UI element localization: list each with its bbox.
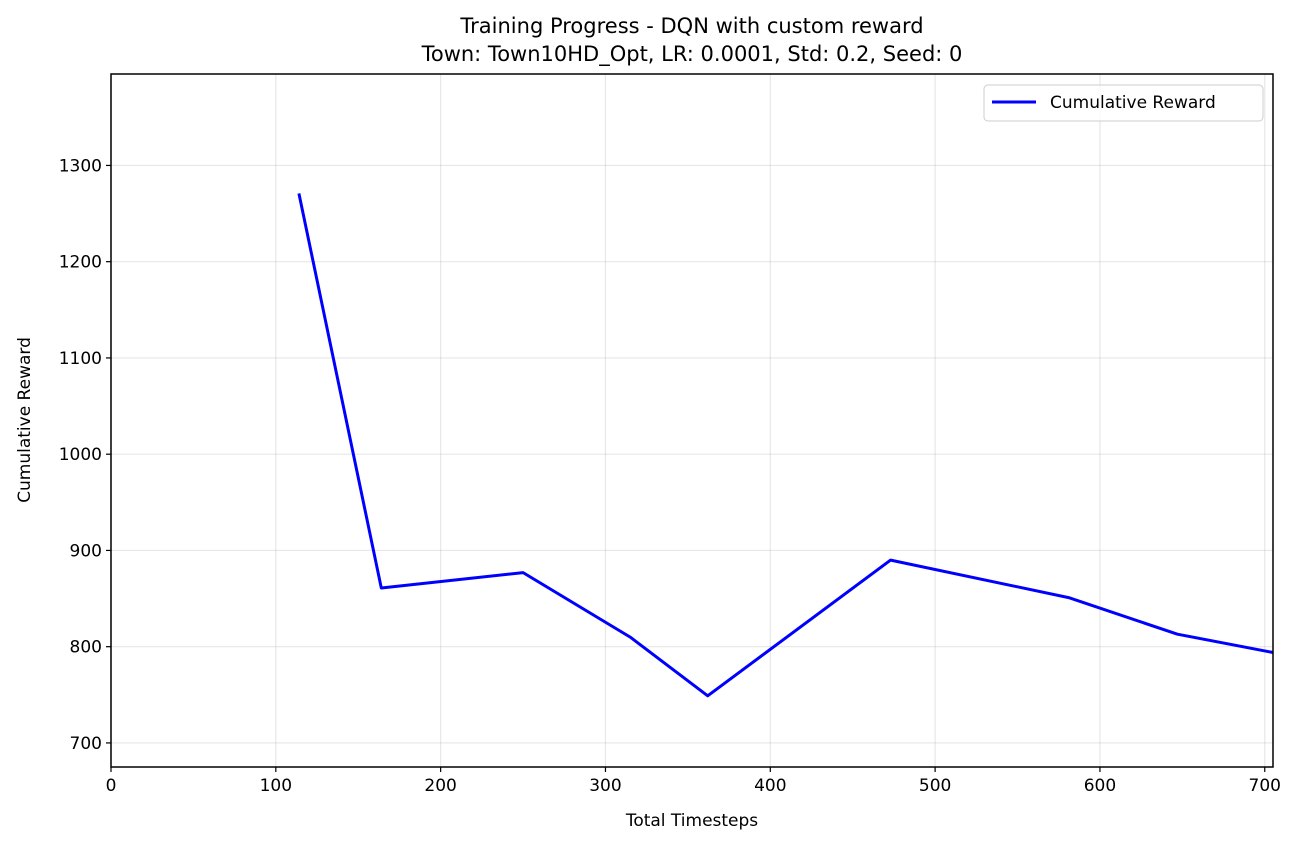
x-tick-label: 300 [589, 776, 621, 796]
y-tick-label: 1100 [59, 349, 102, 369]
x-tick-label: 600 [1084, 776, 1116, 796]
chart-subtitle: Town: Town10HD_Opt, LR: 0.0001, Std: 0.2… [421, 42, 963, 67]
x-tick-label: 700 [1249, 776, 1281, 796]
y-tick-label: 900 [70, 541, 102, 561]
grid [110, 74, 1273, 767]
legend-box [983, 84, 1264, 122]
y-axis-label: Cumulative Reward [15, 337, 35, 503]
legend: Cumulative Reward [983, 84, 1264, 122]
x-tick-label: 200 [424, 776, 456, 796]
y-tick-label: 1300 [59, 156, 102, 176]
x-tick-label: 0 [106, 776, 117, 796]
x-tick-label: 500 [919, 776, 951, 796]
y-tick-label: 1200 [59, 253, 102, 273]
ticks: 0 100 200 300 400 500 600 700 700 800 900 1000 1100 1… [59, 156, 1281, 796]
y-tick-label: 800 [70, 638, 102, 658]
chart-title: Training Progress - DQN with custom rewa… [459, 14, 923, 38]
y-tick-label: 700 [70, 734, 102, 754]
x-tick-label: 400 [754, 776, 786, 796]
legend-label: Cumulative Reward [1050, 93, 1216, 113]
x-tick-label: 100 [260, 776, 292, 796]
x-axis-label: Total Timesteps [625, 811, 758, 831]
y-tick-label: 1000 [59, 445, 102, 465]
plot-frame [110, 73, 1274, 768]
series-line [297, 193, 1274, 698]
